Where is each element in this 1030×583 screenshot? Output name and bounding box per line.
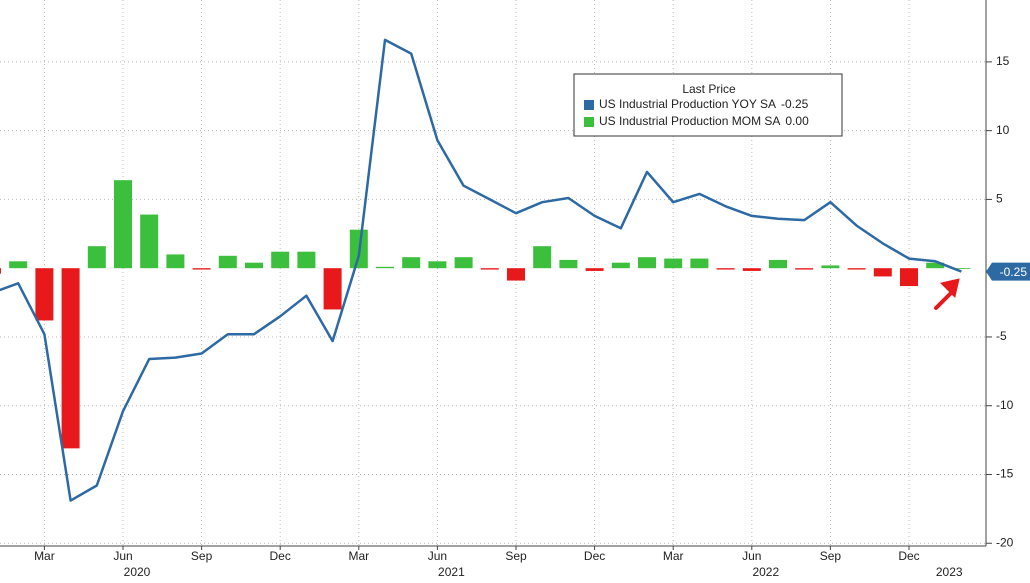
legend-title: Last Price bbox=[682, 82, 736, 96]
bar bbox=[428, 261, 447, 269]
year-label: 2021 bbox=[438, 565, 465, 579]
bar bbox=[376, 266, 394, 269]
year-label: 2022 bbox=[752, 565, 779, 579]
x-tick-label: Sep bbox=[505, 549, 527, 563]
annotation-arrow bbox=[934, 278, 960, 310]
bar bbox=[454, 257, 473, 269]
bar bbox=[402, 257, 421, 269]
bar bbox=[795, 268, 814, 270]
x-tick-label: Mar bbox=[663, 549, 684, 563]
x-tick-label: Mar bbox=[34, 549, 55, 563]
bar bbox=[35, 268, 54, 321]
x-tick-label: Jun bbox=[113, 549, 132, 563]
legend-label: US Industrial Production YOY SA -0.25 bbox=[599, 97, 809, 111]
last-value-label: -0.25 bbox=[1000, 265, 1028, 279]
last-value-tag bbox=[986, 262, 1030, 281]
bar bbox=[611, 262, 630, 269]
bar bbox=[585, 268, 604, 271]
bar bbox=[507, 268, 525, 281]
bar bbox=[900, 268, 918, 287]
bar bbox=[297, 251, 316, 269]
x-tick-label: Mar bbox=[348, 549, 369, 563]
bar bbox=[690, 258, 709, 269]
bar bbox=[9, 261, 28, 269]
x-tick-label: Dec bbox=[584, 549, 605, 563]
bar bbox=[140, 214, 159, 269]
x-tick-label: Jun bbox=[428, 549, 447, 563]
bar bbox=[821, 265, 840, 269]
x-tick-label: Jun bbox=[742, 549, 761, 563]
legend-label: US Industrial Production MOM SA 0.00 bbox=[599, 114, 809, 128]
bar bbox=[664, 258, 683, 269]
x-tick-label: Sep bbox=[820, 549, 842, 563]
x-tick-label: Sep bbox=[191, 549, 213, 563]
bar bbox=[926, 262, 945, 269]
y-tick-label: -10 bbox=[996, 398, 1014, 412]
bar bbox=[716, 268, 735, 270]
bar bbox=[245, 262, 263, 269]
y-tick-label: -20 bbox=[996, 535, 1014, 549]
plot-area bbox=[0, 0, 986, 546]
bar bbox=[559, 259, 578, 269]
bar bbox=[533, 246, 552, 269]
y-tick-label: 15 bbox=[996, 54, 1010, 68]
y-tick-label: -15 bbox=[996, 467, 1014, 481]
bar bbox=[87, 246, 106, 269]
bar bbox=[847, 268, 866, 270]
legend-name: US Industrial Production MOM SA bbox=[599, 114, 780, 128]
year-label: 2020 bbox=[124, 565, 151, 579]
legend: Last Price US Industrial Production YOY … bbox=[573, 73, 843, 137]
bar bbox=[873, 268, 892, 277]
bar bbox=[638, 257, 656, 269]
bar bbox=[480, 268, 499, 270]
legend-swatch bbox=[584, 117, 594, 127]
line bbox=[0, 38, 962, 502]
bar bbox=[742, 268, 761, 271]
legend-last-value: -0.25 bbox=[781, 97, 809, 111]
x-tick-label: Dec bbox=[898, 549, 919, 563]
bar bbox=[166, 254, 185, 269]
bar bbox=[61, 268, 80, 449]
legend-box bbox=[573, 73, 843, 137]
bar bbox=[218, 255, 237, 269]
legend-swatch bbox=[584, 100, 594, 110]
y-tick-label: -5 bbox=[996, 329, 1007, 343]
bar bbox=[192, 268, 211, 270]
legend-last-value: 0.00 bbox=[785, 114, 809, 128]
bar bbox=[952, 268, 971, 269]
legend-name: US Industrial Production YOY SA bbox=[599, 97, 776, 111]
bar bbox=[0, 268, 1, 274]
year-label: 2023 bbox=[936, 565, 963, 579]
x-tick-label: Dec bbox=[270, 549, 291, 563]
y-tick-label: 10 bbox=[996, 123, 1010, 137]
y-tick-label: 5 bbox=[996, 192, 1003, 206]
bar bbox=[114, 180, 132, 269]
bar bbox=[323, 268, 342, 310]
bar bbox=[271, 251, 290, 269]
bar bbox=[769, 259, 787, 269]
